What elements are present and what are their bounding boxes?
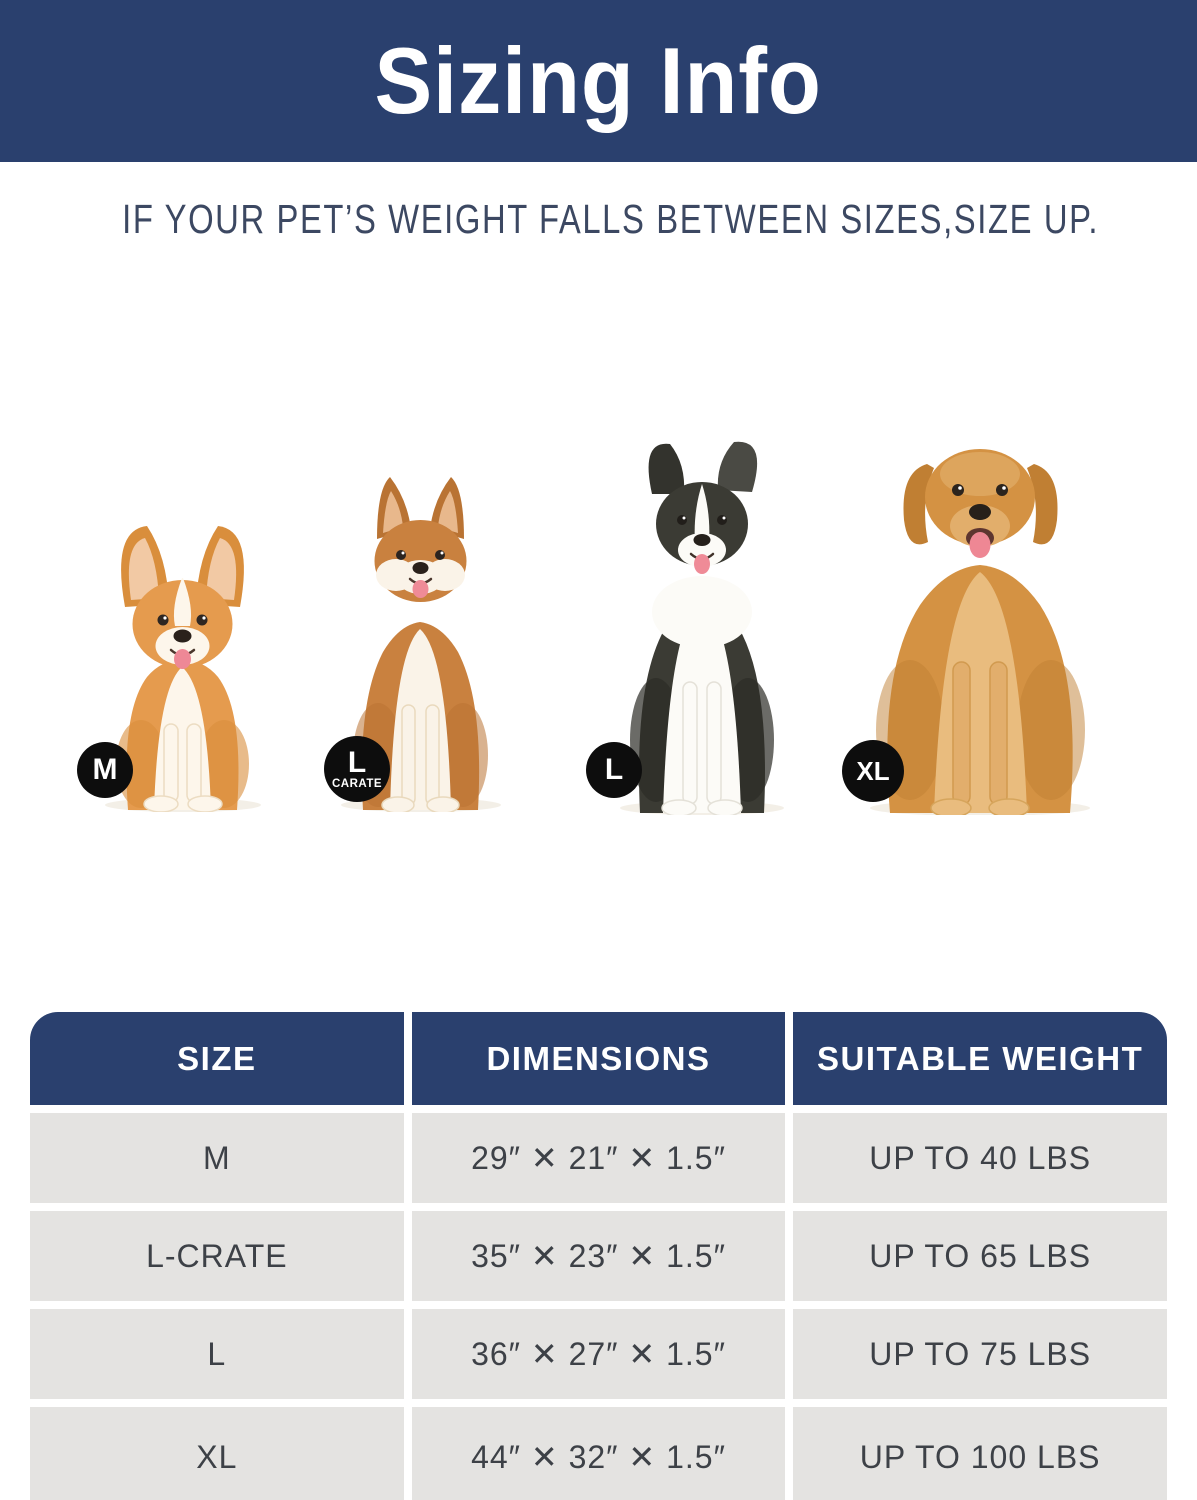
badge-sublabel: CARATE <box>331 777 383 790</box>
header-banner: Sizing Info <box>0 0 1197 162</box>
dog-golden-retriever-image <box>848 400 1113 815</box>
cell-weight-l: UP TO 75 LBS <box>793 1309 1167 1399</box>
badge-label: L <box>347 745 367 779</box>
cell-dimensions-xl: 44″ ✕ 32″ ✕ 1.5″ <box>411 1407 786 1500</box>
cell-size-l-crate: L-CRATE <box>30 1211 404 1301</box>
cell-dimensions-l-crate: 35″ ✕ 23″ ✕ 1.5″ <box>411 1211 786 1301</box>
badge-label: XL <box>856 756 890 786</box>
sizing-table: SIZE DIMENSIONS SUITABLE WEIGHT M 29″ ✕ … <box>30 1012 1167 1500</box>
size-badge-xl: XL <box>842 740 904 802</box>
cell-weight-l-crate: UP TO 65 LBS <box>793 1211 1167 1301</box>
cell-dimensions-l: 36″ ✕ 27″ ✕ 1.5″ <box>411 1309 786 1399</box>
size-badge-m: M <box>77 742 133 798</box>
column-header-dimensions: DIMENSIONS <box>411 1012 786 1105</box>
shiba-illustration <box>341 477 501 812</box>
cell-size-m: M <box>30 1113 404 1203</box>
page-title: Sizing Info <box>374 28 823 133</box>
dog-border-collie-image <box>612 430 792 815</box>
column-header-size: SIZE <box>30 1012 404 1105</box>
cell-weight-m: UP TO 40 LBS <box>793 1113 1167 1203</box>
dog-shiba-inu-image <box>333 467 508 812</box>
size-badge-l: L <box>586 742 642 798</box>
badge-label: L <box>604 753 624 786</box>
subtitle-text: IF YOUR PET’S WEIGHT FALLS BETWEEN SIZES… <box>122 196 1100 242</box>
cell-size-xl: XL <box>30 1407 404 1500</box>
cell-size-l: L <box>30 1309 404 1399</box>
border-collie-illustration <box>620 441 784 815</box>
size-badge-l-crate: L CARATE <box>324 736 390 802</box>
cell-weight-xl: UP TO 100 LBS <box>793 1407 1167 1500</box>
subtitle-row: IF YOUR PET’S WEIGHT FALLS BETWEEN SIZES… <box>0 196 1197 243</box>
golden-retriever-illustration <box>870 449 1090 815</box>
badge-label: M <box>92 753 118 786</box>
dog-corgi-image <box>95 512 270 812</box>
column-header-suitable-weight: SUITABLE WEIGHT <box>793 1012 1167 1105</box>
cell-dimensions-m: 29″ ✕ 21″ ✕ 1.5″ <box>411 1113 786 1203</box>
corgi-illustration <box>105 526 261 812</box>
